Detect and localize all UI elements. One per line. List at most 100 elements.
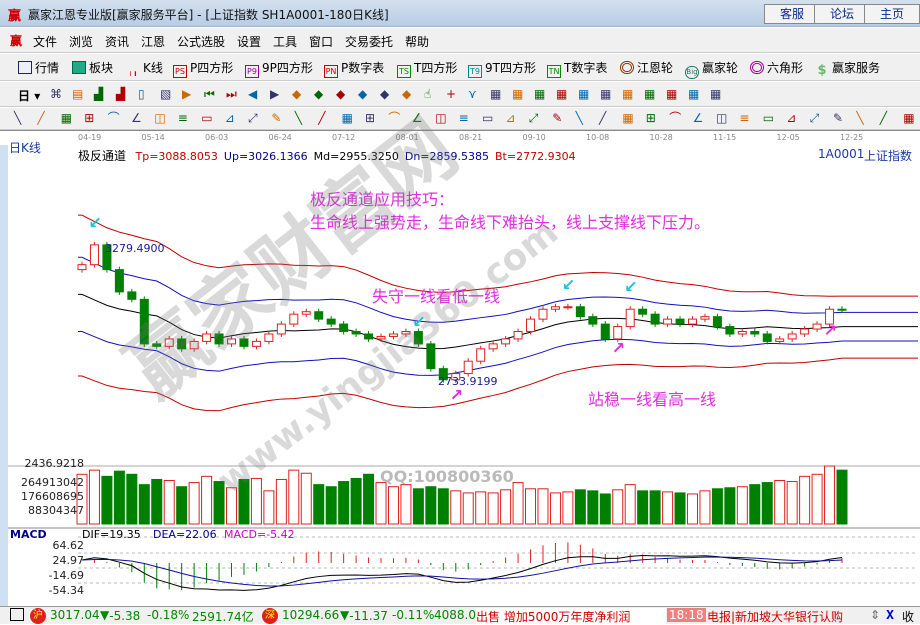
tool-icon[interactable]: ∠ [692, 111, 704, 125]
tool-icon[interactable]: ⌘ [50, 87, 62, 101]
tool-icon[interactable]: ▭ [201, 111, 213, 125]
tool-icon[interactable]: ⊞ [365, 111, 376, 125]
tool-icon[interactable]: ⊿ [786, 111, 797, 125]
tool-icon[interactable]: ╲ [14, 111, 22, 125]
tool-icon[interactable]: + [446, 87, 457, 101]
winner-service-button[interactable]: $ 赢家服务 [815, 59, 880, 78]
forum-button[interactable]: 论坛 [814, 4, 870, 24]
period-dropdown[interactable]: 日 ▾ [18, 89, 41, 103]
tool-icon[interactable]: ╲ [856, 111, 864, 125]
tool-icon[interactable]: ▭ [482, 111, 494, 125]
menu-info[interactable]: 资讯 [105, 35, 130, 49]
tool-icon[interactable]: ◆ [402, 87, 412, 101]
indicator-name[interactable]: 极反通道 [78, 149, 127, 163]
tool-icon[interactable]: ⊞ [84, 111, 95, 125]
t-square-button[interactable]: TS T四方形 [397, 59, 457, 78]
tool-icon[interactable]: ▦ [600, 87, 612, 101]
menu-settings[interactable]: 设置 [237, 35, 262, 49]
app-menu-icon[interactable]: 赢 [10, 34, 23, 48]
tool-icon[interactable]: ⌒ [107, 111, 120, 125]
tool-icon[interactable]: ╱ [599, 111, 607, 125]
tool-icon[interactable]: ╲ [575, 111, 583, 125]
tool-icon[interactable]: ▦ [341, 111, 353, 125]
tool-icon[interactable]: ▦ [666, 87, 678, 101]
home-button[interactable]: 主页 [864, 4, 920, 24]
menu-browse[interactable]: 浏览 [69, 35, 94, 49]
tool-icon[interactable]: ▶ [182, 87, 192, 101]
tool-icon[interactable]: ≡ [458, 111, 469, 125]
tool-icon[interactable]: ✎ [552, 111, 563, 125]
tool-icon[interactable]: ⏭ [226, 87, 237, 101]
tool-icon[interactable]: ▯ [138, 87, 145, 101]
tool-icon[interactable]: ≡ [177, 111, 188, 125]
tool-icon[interactable]: ⌒ [388, 111, 401, 125]
tool-icon[interactable]: ▦ [60, 111, 73, 125]
tool-icon[interactable]: ∠ [411, 111, 423, 125]
tool-icon[interactable]: ▦ [710, 87, 722, 101]
kline-button[interactable]: ╷╻ K线 [126, 59, 163, 79]
tool-icon[interactable]: ◫ [435, 111, 447, 125]
tool-icon[interactable]: ▤ [72, 87, 84, 101]
sectors-button[interactable]: 板块 [72, 59, 113, 76]
tool-icon[interactable]: ⤢ [528, 111, 539, 125]
tool-icon[interactable]: ▦ [688, 87, 700, 101]
tool-icon[interactable]: ◆ [336, 87, 346, 101]
news-ticker-1[interactable]: 出售 增加5000万年度净利润 [476, 608, 666, 624]
hexagon-button[interactable]: 六角形 [750, 59, 803, 76]
tool-icon[interactable]: ⤢ [809, 111, 820, 125]
news-ticker-2[interactable]: 电报|新加坡大华银行认购 [707, 610, 844, 624]
tool-icon[interactable]: ◆ [358, 87, 368, 101]
tool-icon[interactable]: ▦ [622, 87, 634, 101]
tool-icon[interactable]: ╱ [879, 111, 888, 125]
menu-window[interactable]: 窗口 [309, 35, 334, 49]
tool-icon[interactable]: ╱ [37, 111, 45, 125]
tool-icon[interactable]: ▦ [534, 87, 546, 101]
9p-square-button[interactable]: P9 9P四方形 [245, 59, 313, 78]
tool-icon[interactable]: ▦ [903, 111, 915, 125]
p-square-button[interactable]: PS P四方形 [173, 59, 233, 78]
tool-icon[interactable]: ⊿ [224, 111, 235, 125]
tool-icon[interactable]: ▦ [556, 87, 568, 101]
tool-icon[interactable]: ◫ [716, 111, 728, 125]
tool-icon[interactable]: ⌒ [669, 111, 682, 125]
tool-icon[interactable]: ◆ [292, 87, 302, 101]
tool-icon[interactable]: ⋎ [468, 87, 477, 101]
menu-gann[interactable]: 江恩 [141, 35, 166, 49]
tool-icon[interactable]: ◆ [380, 87, 390, 101]
menu-help[interactable]: 帮助 [405, 35, 430, 49]
tool-icon[interactable]: ▭ [762, 111, 775, 125]
tool-icon[interactable]: ▦ [622, 111, 634, 125]
gann-wheel-button[interactable]: 江恩轮 [620, 59, 673, 76]
menu-trade[interactable]: 交易委托 [345, 35, 394, 49]
menu-tools[interactable]: 工具 [273, 35, 298, 49]
tool-icon[interactable]: ✎ [833, 111, 844, 125]
t-table-button[interactable]: TN T数字表 [547, 59, 607, 78]
quotes-button[interactable]: 行情 [18, 59, 59, 76]
tool-icon[interactable]: ◫ [154, 111, 166, 125]
tool-icon[interactable]: ⏮ [204, 87, 215, 101]
menu-formula[interactable]: 公式选股 [177, 35, 226, 49]
tool-icon[interactable]: ▦ [644, 87, 656, 101]
tool-icon[interactable]: ◀ [248, 87, 258, 101]
9t-square-button[interactable]: T9 9T四方形 [468, 59, 536, 78]
tool-icon[interactable]: ▶ [270, 87, 280, 101]
tool-icon[interactable]: ▟ [116, 87, 126, 101]
customer-service-button[interactable]: 客服 [764, 4, 820, 24]
tool-icon[interactable]: ⊞ [645, 111, 656, 125]
chart-area[interactable]: ↙ ↙ ↙ ↙ ↗ ↗ ↗ [0, 160, 920, 606]
p-table-button[interactable]: PN P数字表 [324, 59, 384, 78]
tool-icon[interactable]: ⤢ [248, 111, 258, 125]
tool-icon[interactable]: ▧ [160, 87, 172, 101]
quote-grid-icon[interactable] [10, 608, 24, 621]
tool-icon[interactable]: ≡ [739, 111, 750, 125]
tool-icon[interactable]: ⊿ [505, 111, 516, 125]
tool-icon[interactable]: ◆ [314, 87, 324, 101]
tool-icon[interactable]: ☝ [424, 87, 432, 101]
menu-file[interactable]: 文件 [33, 35, 58, 49]
scroll-spinner[interactable]: ⇕ [870, 608, 881, 622]
tool-icon[interactable]: ▦ [512, 87, 524, 101]
winner-wheel-button[interactable]: Big 赢家轮 [685, 59, 738, 79]
tool-icon[interactable]: ▟ [94, 87, 104, 101]
tool-icon[interactable]: ╱ [318, 111, 326, 125]
tool-icon[interactable]: ∠ [131, 111, 142, 125]
